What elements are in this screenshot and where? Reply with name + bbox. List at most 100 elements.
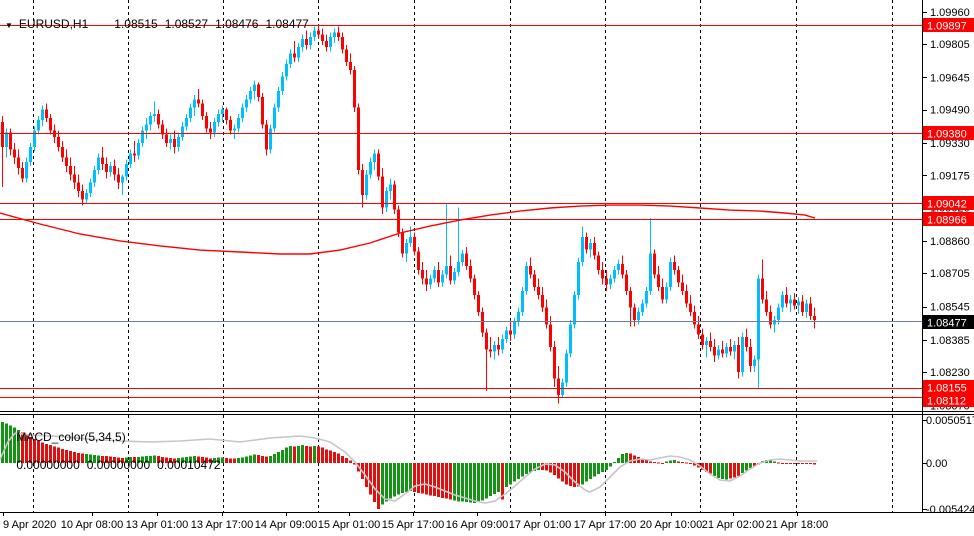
candle-body xyxy=(309,36,312,46)
macd-bar xyxy=(649,461,652,463)
candle-body xyxy=(709,340,712,348)
macd-bar xyxy=(201,457,204,463)
macd-bar xyxy=(13,427,16,463)
candle-body xyxy=(273,107,276,129)
time-axis[interactable]: 9 Apr 2020 10 Apr 08:00 13 Apr 01:00 13 Apr… xyxy=(3,512,828,531)
macd-bar xyxy=(165,457,168,463)
date-tick-label: 17 Apr 17:00 xyxy=(574,519,636,531)
candle-body xyxy=(281,76,284,91)
macd-bar xyxy=(257,454,260,463)
date-tick-label: 15 Apr 17:00 xyxy=(382,519,444,531)
macd-bar xyxy=(205,457,208,463)
candle-body xyxy=(565,353,568,383)
candle-wick xyxy=(122,174,123,196)
candle-body xyxy=(381,176,384,208)
candle-body xyxy=(753,359,756,366)
pane-borders xyxy=(0,0,974,513)
candle-body xyxy=(509,330,512,335)
candle-body xyxy=(5,132,8,148)
candle-body xyxy=(157,113,160,125)
candle-body xyxy=(689,303,692,312)
candle-body xyxy=(121,176,124,183)
time-axis-border xyxy=(0,512,974,513)
macd-bar xyxy=(553,463,556,475)
candle-body xyxy=(153,113,156,116)
macd-bar xyxy=(405,463,408,492)
candle-body xyxy=(101,157,104,164)
candle-body xyxy=(305,38,308,46)
macd-bar xyxy=(685,462,688,464)
candle-body xyxy=(385,190,388,208)
macd-bar xyxy=(321,447,324,463)
macd-bar xyxy=(609,463,612,467)
candle-body xyxy=(89,182,92,193)
candle-body xyxy=(233,128,236,131)
price-level-tag[interactable] xyxy=(923,196,974,210)
price-level-tag[interactable] xyxy=(923,380,974,394)
macd-bar xyxy=(593,463,596,477)
macd-bar xyxy=(597,463,600,475)
candle-body xyxy=(137,143,140,156)
macd-tick-label: 0.0050517 xyxy=(926,415,974,427)
candle-body xyxy=(105,163,108,173)
moving-average-line xyxy=(0,204,816,255)
candle-body xyxy=(789,299,792,304)
current-price-tag[interactable] xyxy=(923,315,974,329)
axis-tick xyxy=(922,420,927,421)
macd-bar xyxy=(417,463,420,493)
macd-bar xyxy=(109,456,112,463)
macd-bar xyxy=(57,447,60,463)
quote-open: 1.08515 xyxy=(114,17,158,31)
macd-bar xyxy=(793,463,796,465)
date-tick-label: 20 Apr 10:00 xyxy=(640,519,702,531)
price-level-tag[interactable] xyxy=(923,18,974,32)
chevron-down-icon[interactable]: ▼ xyxy=(5,20,13,30)
macd-bar xyxy=(421,463,424,494)
macd-bar xyxy=(237,458,240,463)
candle-body xyxy=(693,311,696,325)
candle-body xyxy=(221,109,224,114)
macd-bar xyxy=(225,457,228,463)
candle-body xyxy=(665,286,668,300)
macd-bar xyxy=(193,456,196,463)
candle-body xyxy=(253,84,256,91)
candle-body xyxy=(737,345,740,373)
macd-bar xyxy=(233,458,236,463)
candle-body xyxy=(581,236,584,262)
macd-bar xyxy=(285,447,288,463)
macd-bar xyxy=(505,463,508,487)
date-tick xyxy=(671,512,672,516)
macd-bar xyxy=(437,463,440,498)
price-level-tag[interactable] xyxy=(923,393,974,407)
price-level-tag-label: 1.08112 xyxy=(927,396,966,408)
price-level-tag-label: 1.08155 xyxy=(927,383,967,395)
candle-body xyxy=(161,124,164,135)
macd-bar xyxy=(589,463,592,480)
pane-separator[interactable] xyxy=(0,411,974,412)
candle-body xyxy=(465,253,468,266)
date-tick-label: 21 Apr 18:00 xyxy=(766,519,828,531)
candle-body xyxy=(569,324,572,354)
pane-separator[interactable] xyxy=(0,414,974,415)
candle-body xyxy=(577,261,580,296)
macd-bar xyxy=(157,456,160,463)
macd-bar xyxy=(133,457,136,463)
candle-body xyxy=(209,128,212,133)
candle-body xyxy=(681,282,684,291)
macd-bar xyxy=(677,461,680,463)
macd-bar xyxy=(461,463,464,502)
macd-value-3: 0.00010472 xyxy=(157,458,221,472)
macd-bar xyxy=(457,463,460,502)
macd-axis[interactable]: 0.0050517 0.00 -0.0054247 xyxy=(922,415,974,516)
candle-body xyxy=(165,134,168,143)
candle-body xyxy=(369,161,372,175)
macd-bar xyxy=(569,463,572,486)
date-tick-label: 15 Apr 01:00 xyxy=(318,519,380,531)
price-level-tag[interactable] xyxy=(923,126,974,140)
macd-bar xyxy=(729,463,732,479)
price-axis-border xyxy=(922,0,923,512)
candle-body xyxy=(649,253,652,291)
candle-body xyxy=(225,109,228,121)
price-level-tag[interactable] xyxy=(923,212,974,226)
